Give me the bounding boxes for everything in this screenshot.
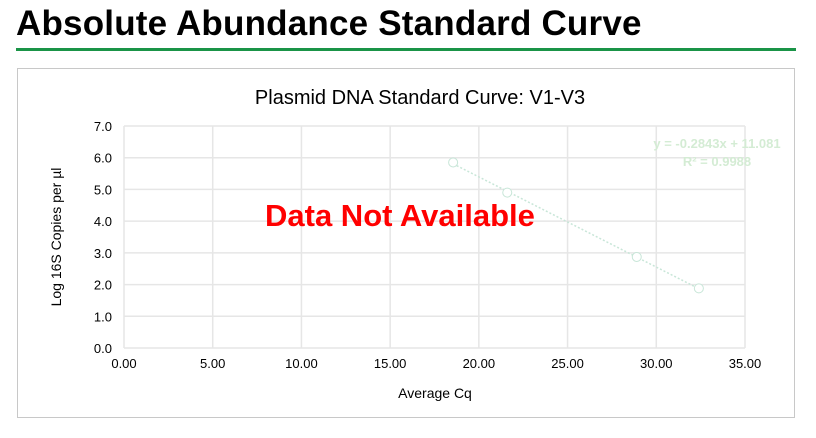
y-tick-label: 3.0 [94,246,112,261]
data-not-available-overlay: Data Not Available [265,198,535,233]
y-tick-labels: 0.0 1.0 2.0 3.0 4.0 5.0 6.0 7.0 [94,119,112,356]
data-points [448,157,704,294]
x-tick-label: 15.00 [374,356,407,371]
trendline-group [452,163,700,290]
grid [123,125,746,349]
y-tick-label: 2.0 [94,278,112,293]
data-point [631,251,642,262]
x-tick-labels: 0.00 5.00 10.00 15.00 20.00 25.00 30.00 35.00 [111,356,761,371]
x-tick-label: 5.00 [200,356,225,371]
x-tick-label: 20.00 [463,356,496,371]
r-squared-label: R² = 0.9988 [683,154,751,169]
y-tick-label: 1.0 [94,309,112,324]
chart-title: Plasmid DNA Standard Curve: V1-V3 [255,87,585,109]
y-axis-label: Log 16S Copies per µl [48,168,64,307]
data-point [448,157,459,168]
y-tick-label: 7.0 [94,119,112,134]
chart-frame [17,68,795,418]
trendline [452,163,700,290]
y-tick-label: 6.0 [94,151,112,166]
y-tick-label: 5.0 [94,182,112,197]
y-tick-label: 4.0 [94,214,112,229]
y-tick-label: 0.0 [94,341,112,356]
data-point [502,187,513,198]
x-axis-label: Average Cq [398,385,472,401]
trendline-equation: y = -0.2843x + 11.081 [653,136,780,151]
x-tick-label: 35.00 [729,356,762,371]
page-title: Absolute Abundance Standard Curve [16,4,642,43]
title-divider [16,48,796,51]
x-tick-label: 25.00 [551,356,584,371]
x-tick-label: 10.00 [285,356,318,371]
x-tick-label: 0.00 [111,356,136,371]
x-tick-label: 30.00 [640,356,673,371]
data-point [693,283,704,294]
